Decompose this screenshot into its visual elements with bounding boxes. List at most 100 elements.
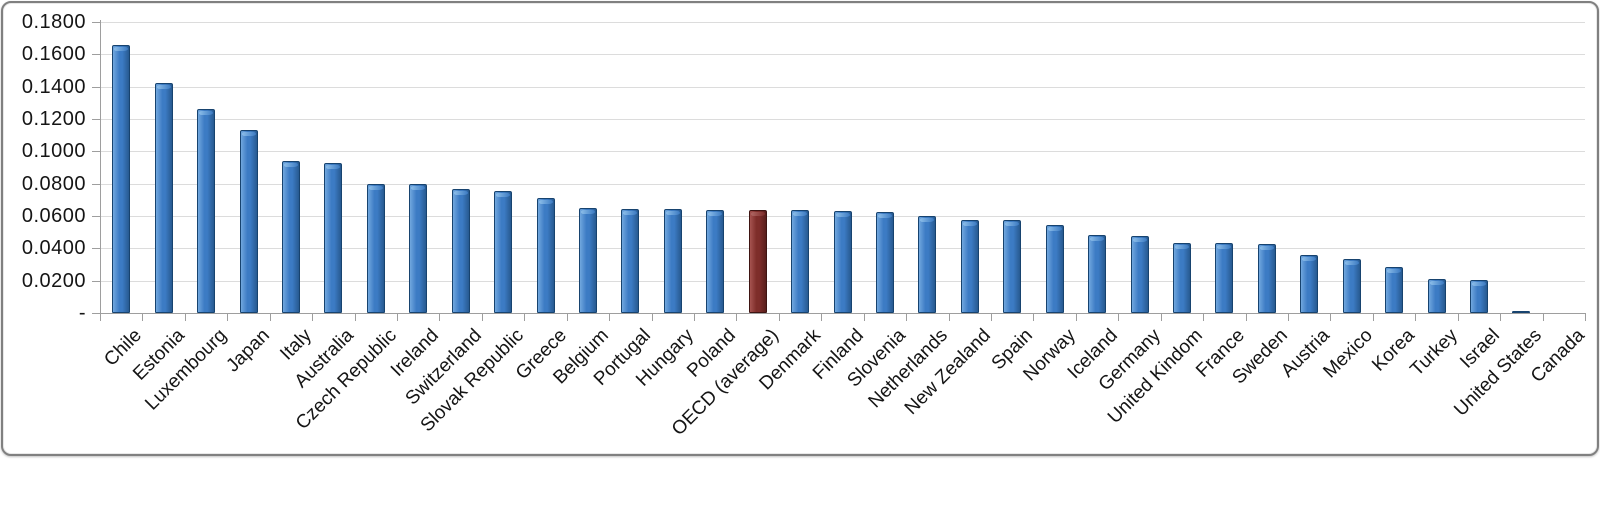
- bar-ireland: [409, 184, 427, 313]
- bar-united-states: [1512, 311, 1530, 313]
- gridline: [100, 22, 1585, 23]
- x-axis-tick: [609, 313, 610, 321]
- bar-italy: [282, 161, 300, 313]
- bar-top-highlight: [1302, 257, 1316, 261]
- bar-top-highlight: [539, 200, 553, 204]
- x-axis-tick: [821, 313, 822, 321]
- x-axis-tick: [227, 313, 228, 321]
- bar-finland: [834, 211, 852, 313]
- bar-portugal: [621, 209, 639, 313]
- bar-australia: [324, 163, 342, 313]
- bar-slovenia: [876, 212, 894, 313]
- bar-top-highlight: [1133, 238, 1147, 242]
- bar-hungary: [664, 209, 682, 313]
- y-axis-tick: [92, 216, 100, 217]
- bar-top-highlight: [1217, 245, 1231, 249]
- y-axis-label: 0.1600: [21, 43, 86, 65]
- x-axis-tick: [567, 313, 568, 321]
- bar-top-highlight: [284, 163, 298, 167]
- bar-luxembourg: [197, 109, 215, 313]
- y-axis-tick: [92, 87, 100, 88]
- y-axis-label: 0.1800: [21, 11, 86, 33]
- bar-czech-republic: [367, 184, 385, 313]
- x-axis-tick: [991, 313, 992, 321]
- bar-korea: [1385, 267, 1403, 313]
- y-axis-tick: [92, 151, 100, 152]
- bar-oecd-average: [749, 210, 767, 313]
- x-axis-tick: [864, 313, 865, 321]
- bar-top-highlight: [454, 191, 468, 195]
- x-axis-tick: [736, 313, 737, 321]
- x-axis-tick: [397, 313, 398, 321]
- x-axis-tick: [270, 313, 271, 321]
- y-axis-tick: [92, 54, 100, 55]
- y-axis-tick: [92, 184, 100, 185]
- x-axis-tick: [1415, 313, 1416, 321]
- bar-top-highlight: [242, 132, 256, 136]
- x-axis-tick: [1373, 313, 1374, 321]
- x-axis-line: [100, 313, 1585, 314]
- bar-top-highlight: [114, 47, 128, 51]
- bar-top-highlight: [496, 193, 510, 197]
- plot-area: 0.1800 0.1600 0.1400 0.1200 0.1000 0.0800 0.06…: [21, 11, 1589, 440]
- bar-netherlands: [918, 216, 936, 313]
- bar-sweden: [1258, 244, 1276, 313]
- bar-top-highlight: [793, 212, 807, 216]
- x-axis-tick: [1203, 313, 1204, 321]
- x-axis-tick: [524, 313, 525, 321]
- x-axis-tick: [185, 313, 186, 321]
- bar-top-highlight: [581, 210, 595, 214]
- bar-france: [1215, 243, 1233, 313]
- bar-austria: [1300, 255, 1318, 313]
- y-axis-tick: [92, 119, 100, 120]
- y-axis-tick: [92, 313, 100, 314]
- bar-top-highlight: [1472, 282, 1486, 286]
- y-axis-label: 0.1400: [21, 76, 86, 98]
- bar-iceland: [1088, 235, 1106, 313]
- bar-germany: [1131, 236, 1149, 313]
- y-axis-tick: [92, 281, 100, 282]
- y-axis-line: [100, 20, 101, 313]
- bar-top-highlight: [751, 212, 765, 216]
- gridline: [100, 87, 1585, 88]
- x-axis-tick: [312, 313, 313, 321]
- x-axis-tick: [1543, 313, 1544, 321]
- bar-turkey: [1428, 279, 1446, 313]
- bar-greece: [537, 198, 555, 313]
- bar-top-highlight: [666, 211, 680, 215]
- bar-mexico: [1343, 259, 1361, 313]
- bar-spain: [1003, 220, 1021, 313]
- bar-japan: [240, 130, 258, 313]
- x-axis-tick: [1033, 313, 1034, 321]
- bar-top-highlight: [1345, 261, 1359, 265]
- y-axis-label: 0.0800: [21, 173, 86, 195]
- x-axis-tick: [906, 313, 907, 321]
- bar-top-highlight: [1387, 269, 1401, 273]
- x-axis-tick: [1500, 313, 1501, 321]
- x-axis-tick: [1458, 313, 1459, 321]
- bar-top-highlight: [836, 213, 850, 217]
- bar-israel: [1470, 280, 1488, 313]
- x-axis-tick: [1246, 313, 1247, 321]
- x-axis-tick: [1076, 313, 1077, 321]
- x-axis-tick: [100, 313, 101, 321]
- bar-top-highlight: [1048, 227, 1062, 231]
- bar-norway: [1046, 225, 1064, 313]
- x-axis-tick: [1161, 313, 1162, 321]
- bar-top-highlight: [157, 85, 171, 89]
- bar-estonia: [155, 83, 173, 313]
- x-axis-tick: [1288, 313, 1289, 321]
- x-axis-tick: [439, 313, 440, 321]
- bar-top-highlight: [411, 186, 425, 190]
- bar-top-highlight: [1430, 281, 1444, 285]
- bar-top-highlight: [623, 211, 637, 215]
- x-axis-tick: [779, 313, 780, 321]
- gridline: [100, 119, 1585, 120]
- bar-top-highlight: [878, 214, 892, 218]
- bar-top-highlight: [369, 186, 383, 190]
- x-axis-tick: [949, 313, 950, 321]
- x-axis-tick: [482, 313, 483, 321]
- gridline: [100, 151, 1585, 152]
- x-axis-tick: [355, 313, 356, 321]
- bar-top-highlight: [326, 165, 340, 169]
